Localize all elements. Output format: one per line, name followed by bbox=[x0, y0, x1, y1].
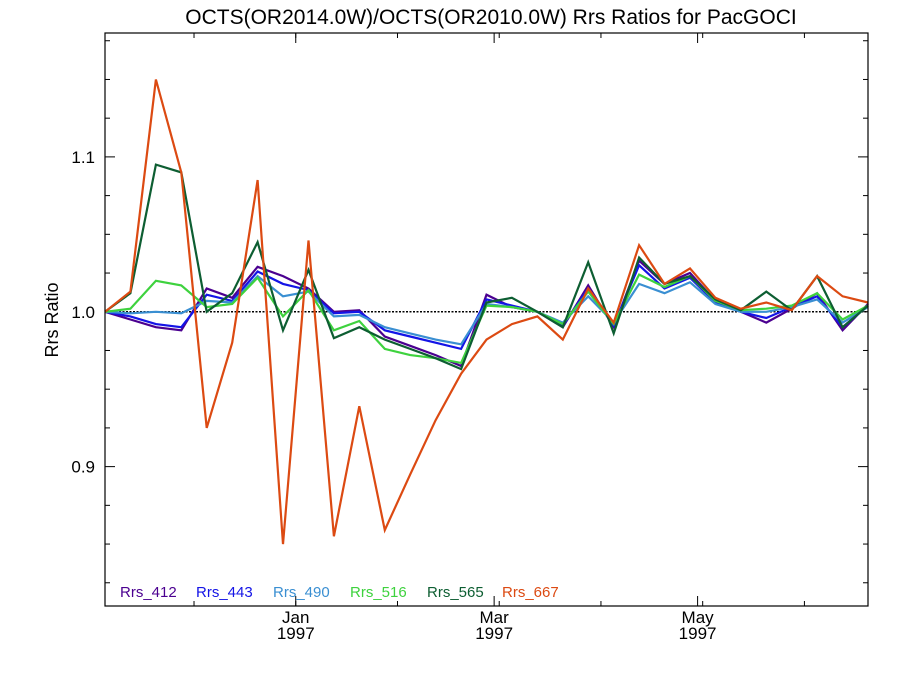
x-tick-month: May bbox=[682, 608, 715, 627]
y-tick-label: 1.0 bbox=[71, 303, 95, 322]
y-tick-label: 0.9 bbox=[71, 458, 95, 477]
series-line-rrs-516 bbox=[104, 273, 869, 365]
legend: Rrs_412 Rrs_443 Rrs_490 Rrs_516 Rrs_565 Rrs_6… bbox=[120, 584, 559, 601]
y-tick-label: 1.1 bbox=[71, 148, 95, 167]
legend-entry-rrs-516: Rrs_516 bbox=[350, 584, 407, 601]
x-tick-year: 1997 bbox=[679, 624, 717, 643]
series-lines bbox=[104, 79, 869, 545]
x-tick-month: Jan bbox=[282, 608, 309, 627]
legend-entry-rrs-667: Rrs_667 bbox=[502, 584, 559, 601]
chart-title: OCTS(OR2014.0W)/OCTS(OR2010.0W) Rrs Rati… bbox=[185, 6, 796, 29]
legend-entry-rrs-565: Rrs_565 bbox=[427, 584, 484, 601]
plot-frame bbox=[104, 32, 869, 607]
series-line-rrs-412 bbox=[104, 258, 869, 368]
legend-entry-rrs-490: Rrs_490 bbox=[273, 584, 330, 601]
series-line-rrs-667 bbox=[104, 79, 869, 545]
x-tick-year: 1997 bbox=[277, 624, 315, 643]
y-axis-label: Rrs Ratio bbox=[42, 282, 62, 357]
x-tick-year: 1997 bbox=[475, 624, 513, 643]
series-line-rrs-565 bbox=[104, 163, 869, 371]
tick-marks bbox=[105, 33, 868, 606]
legend-entry-rrs-412: Rrs_412 bbox=[120, 584, 177, 601]
x-tick-month: Mar bbox=[479, 608, 509, 627]
legend-entry-rrs-443: Rrs_443 bbox=[196, 584, 253, 601]
